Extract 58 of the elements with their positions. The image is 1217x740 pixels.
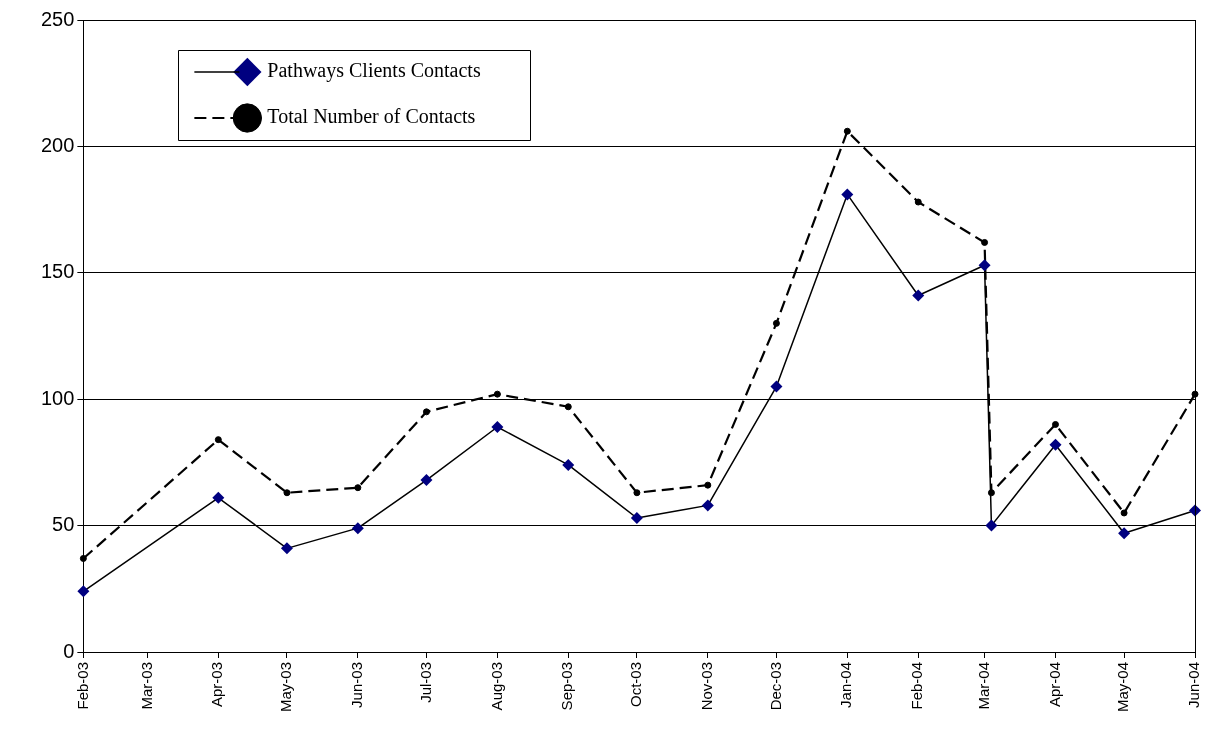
point <box>491 421 504 434</box>
point <box>422 408 430 416</box>
point <box>630 512 643 525</box>
point <box>420 474 433 487</box>
point <box>985 519 998 532</box>
point <box>493 390 501 398</box>
x-tick-label: Jul-03 <box>416 662 434 703</box>
x-tick-label: Nov-03 <box>697 662 715 711</box>
point <box>1120 509 1128 517</box>
point <box>1051 420 1059 428</box>
y-tick-label: 250 <box>40 7 75 30</box>
point <box>280 542 293 555</box>
x-tick-label: Dec-03 <box>766 662 784 711</box>
x-tick-label: Sep-03 <box>558 662 576 711</box>
point <box>701 499 714 512</box>
point <box>1118 527 1131 540</box>
point <box>214 436 222 444</box>
x-tick-label: Feb-03 <box>73 662 91 710</box>
point <box>987 489 995 497</box>
y-tick-label: 100 <box>40 386 75 409</box>
x-tick-label: May-04 <box>1114 662 1132 713</box>
point <box>704 481 712 489</box>
legend-label: Pathways Clients Contacts <box>267 59 481 83</box>
point <box>772 319 780 327</box>
x-tick-label: Aug-03 <box>487 662 505 711</box>
point <box>981 238 989 246</box>
point <box>912 289 925 302</box>
point <box>633 489 641 497</box>
legend-label: Total Number of Contacts <box>267 105 476 128</box>
point <box>351 522 364 535</box>
x-tick-label: Apr-04 <box>1045 662 1063 708</box>
point <box>770 380 783 393</box>
point <box>212 491 225 504</box>
x-tick-label: Apr-03 <box>208 662 226 708</box>
x-tick-label: Oct-03 <box>627 662 645 708</box>
point <box>562 458 575 471</box>
x-tick-label: Feb-04 <box>908 662 926 710</box>
point <box>354 484 362 492</box>
x-tick-label: Mar-03 <box>137 662 155 710</box>
point <box>914 198 922 206</box>
point <box>1049 438 1062 451</box>
x-tick-label: Jun-03 <box>347 662 365 708</box>
point <box>1191 390 1199 398</box>
point <box>978 259 991 272</box>
y-tick-label: 150 <box>40 260 75 283</box>
point <box>843 127 851 135</box>
point <box>283 489 291 497</box>
point <box>564 403 572 411</box>
point <box>841 188 854 201</box>
x-tick-label: May-03 <box>277 662 295 713</box>
point <box>77 585 90 598</box>
x-tick-label: Jun-04 <box>1185 662 1203 708</box>
x-tick-label: Mar-04 <box>974 662 992 710</box>
point <box>79 554 87 562</box>
x-tick-label: Jan-04 <box>837 662 855 708</box>
y-tick-label: 200 <box>40 133 75 156</box>
y-tick-label: 0 <box>63 639 75 662</box>
y-tick-label: 50 <box>52 513 75 536</box>
